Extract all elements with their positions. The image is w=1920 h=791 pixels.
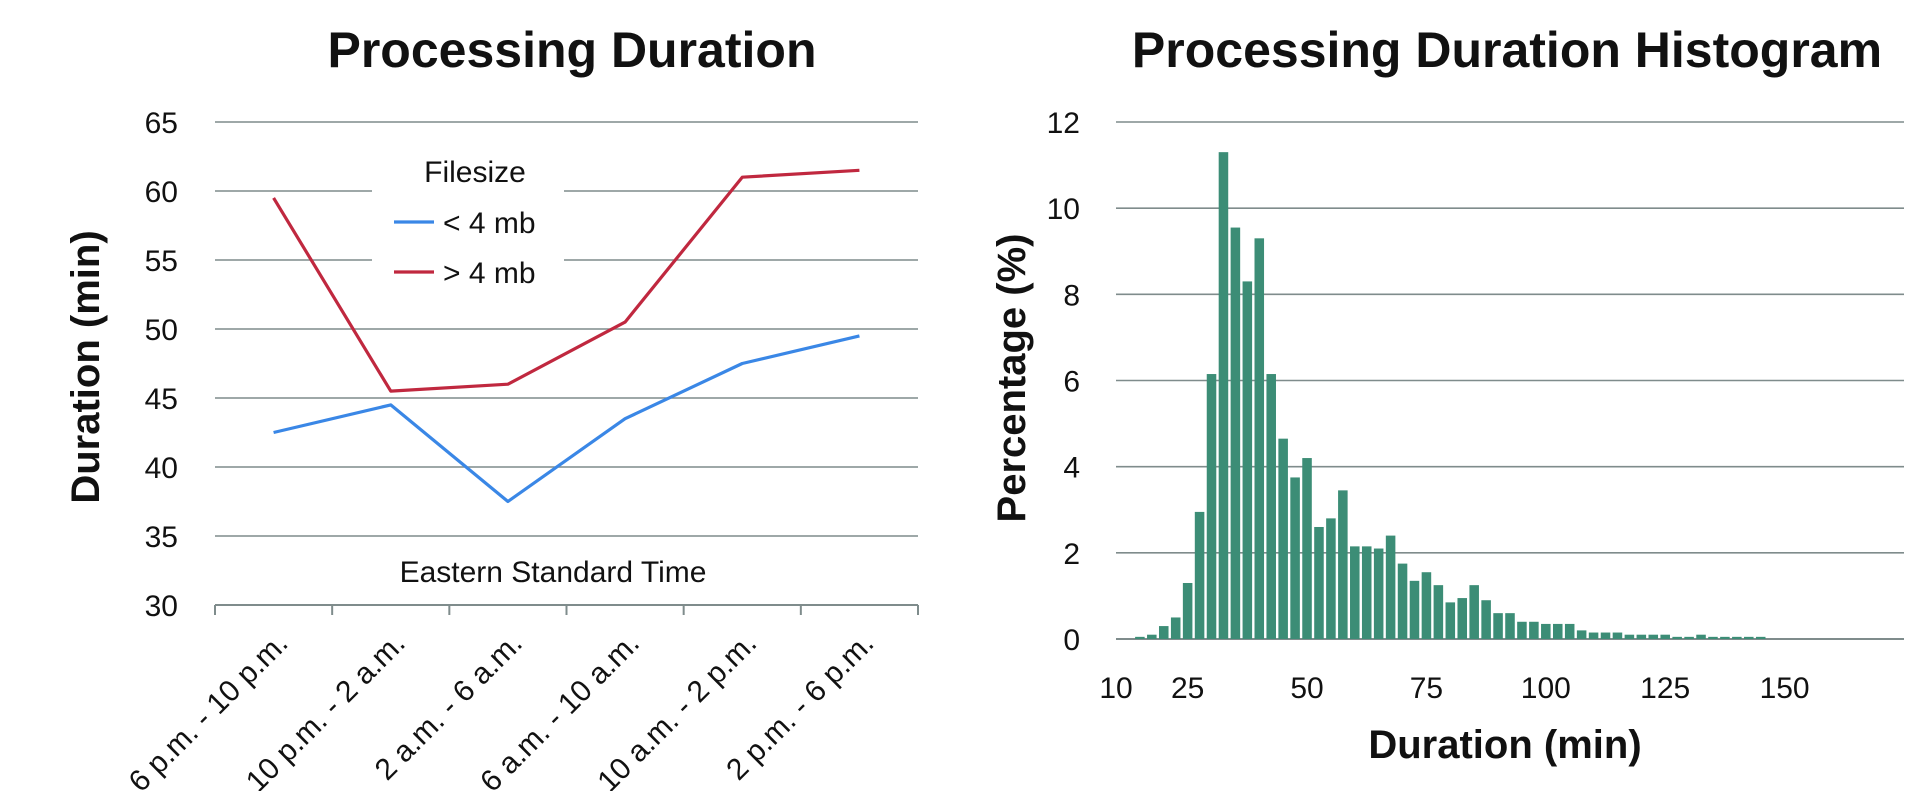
histogram-bar	[1684, 636, 1694, 639]
y-tick-label: 40	[145, 452, 178, 485]
legend-title: Filesize	[424, 156, 526, 189]
y-tick-label: 0	[1063, 624, 1080, 657]
histogram-bar	[1457, 598, 1468, 639]
histogram-bar	[1481, 600, 1491, 639]
histogram-bar	[1302, 458, 1312, 639]
y-tick-label: 45	[145, 383, 178, 416]
x-tick-label: 125	[1640, 672, 1690, 705]
histogram-bar	[1660, 634, 1670, 639]
histogram-bar	[1648, 634, 1659, 639]
y-tick-label: 30	[145, 590, 178, 623]
histogram-bar	[1576, 630, 1587, 639]
histogram-bar	[1708, 636, 1718, 639]
histogram-bar	[1266, 374, 1276, 639]
line-chart-legend: < 4 mb > 4 mb	[394, 207, 536, 290]
histogram-bar	[1421, 572, 1432, 639]
y-tick-label: 60	[145, 176, 178, 209]
y-tick-label: 8	[1063, 279, 1080, 312]
histogram-bar	[1242, 281, 1253, 639]
histogram-bar	[1552, 623, 1563, 639]
line-chart-processing-duration: Processing Duration Duration (min) 30 35 4…	[64, 22, 919, 791]
line-chart-annotation: Eastern Standard Time	[400, 556, 707, 589]
histogram-bar	[1624, 634, 1635, 639]
x-tick-label: 10	[1099, 672, 1132, 705]
histogram-bars	[1135, 152, 1766, 640]
histogram-bar	[1541, 623, 1551, 639]
histogram-bar	[1445, 602, 1456, 639]
histogram-bar	[1338, 490, 1348, 639]
histogram-bar	[1636, 634, 1647, 639]
y-tick-label: 65	[145, 107, 178, 140]
histogram-bar	[1254, 238, 1265, 639]
histogram-bar	[1588, 632, 1599, 639]
series-line-under-4mb	[273, 334, 860, 504]
histogram-bar	[1529, 621, 1539, 639]
line-chart-y-ticks: 30 35 40 45 50 55 60 65	[145, 107, 178, 623]
legend-background	[372, 147, 564, 287]
histogram-bar	[1612, 632, 1623, 639]
series-line-over-4mb	[272, 168, 860, 393]
y-tick-label: 12	[1047, 107, 1080, 140]
x-tick-label: 100	[1521, 672, 1571, 705]
histogram-processing-duration: Processing Duration Histogram Percentage…	[990, 22, 1904, 767]
y-tick-label: 4	[1063, 452, 1080, 485]
histogram-bar	[1397, 563, 1408, 639]
x-tick-label: 150	[1760, 672, 1810, 705]
histogram-bar	[1564, 623, 1575, 639]
histogram-bar	[1290, 477, 1300, 639]
histogram-bar	[1230, 227, 1241, 639]
histogram-bar	[1361, 546, 1372, 639]
line-chart-title: Processing Duration	[328, 22, 817, 78]
histogram-bar	[1720, 636, 1730, 639]
histogram-x-axis-title: Duration (min)	[1368, 723, 1641, 767]
histogram-bar	[1350, 546, 1360, 639]
histogram-bar	[1218, 152, 1229, 640]
histogram-bar	[1755, 636, 1766, 639]
histogram-bar	[1505, 613, 1515, 639]
y-tick-label: 6	[1063, 366, 1080, 399]
y-tick-label: 2	[1063, 538, 1080, 571]
histogram-bar	[1182, 582, 1193, 639]
histogram-bar	[1147, 634, 1157, 639]
histogram-y-ticks: 0 2 4 6 8 10 12	[1047, 107, 1080, 657]
histogram-bar	[1326, 518, 1336, 639]
histogram-bar	[1170, 617, 1181, 639]
histogram-bar	[1744, 636, 1754, 639]
histogram-bar	[1158, 626, 1169, 639]
histogram-bar	[1600, 632, 1611, 639]
line-chart-x-ticks: 6 p.m. - 10 p.m.10 p.m. - 2 a.m.2 a.m. -…	[123, 627, 881, 791]
y-tick-label: 55	[145, 245, 178, 278]
histogram-bar	[1517, 621, 1527, 639]
y-tick-label: 50	[145, 314, 178, 347]
x-tick-label: 50	[1290, 672, 1323, 705]
line-chart-gridlines	[215, 121, 918, 537]
line-chart-series	[272, 168, 860, 504]
histogram-title: Processing Duration Histogram	[1132, 22, 1882, 78]
histogram-bar	[1206, 374, 1217, 639]
histogram-bar	[1732, 636, 1742, 639]
x-tick-label: 25	[1171, 672, 1204, 705]
histogram-bar	[1409, 580, 1420, 639]
legend-label: > 4 mb	[443, 257, 536, 290]
line-chart-x-axis	[214, 604, 919, 615]
histogram-bar	[1135, 636, 1145, 639]
histogram-y-axis-title: Percentage (%)	[990, 234, 1034, 523]
x-tick-label: 75	[1410, 672, 1443, 705]
histogram-bar	[1433, 585, 1444, 639]
histogram-bar	[1696, 634, 1706, 639]
y-tick-label: 10	[1047, 193, 1080, 226]
histogram-bar	[1278, 438, 1288, 639]
histogram-x-ticks: 10 25 50 75 100 125 150	[1099, 672, 1809, 705]
histogram-bar	[1314, 526, 1324, 639]
histogram-bar	[1493, 613, 1503, 639]
histogram-bar	[1194, 511, 1205, 639]
histogram-bar	[1373, 548, 1384, 639]
y-tick-label: 35	[145, 521, 178, 554]
histogram-bar	[1672, 636, 1682, 639]
legend-label: < 4 mb	[443, 207, 536, 240]
line-chart-y-axis-title: Duration (min)	[64, 230, 108, 503]
histogram-bar	[1469, 585, 1479, 639]
histogram-bar	[1385, 535, 1396, 639]
